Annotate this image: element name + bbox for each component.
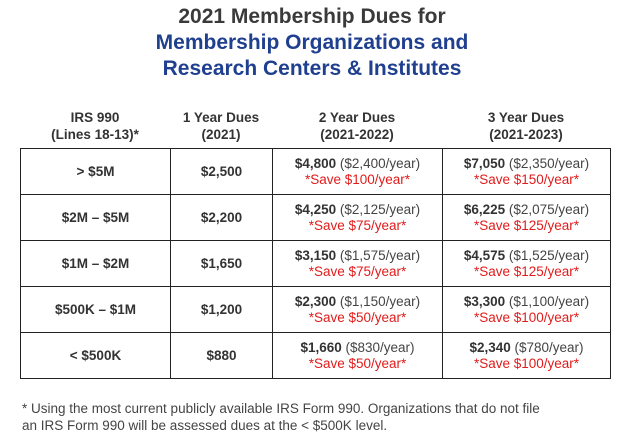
table-row: $2M – $5M $2,200 $4,250 ($2,125/year) *Sa…	[20, 194, 611, 241]
revenue-range: $2M – $5M	[20, 194, 171, 241]
table-row: $500K – $1M $1,200 $2,300 ($1,150/year) *…	[20, 286, 611, 333]
three-year-total: $2,340	[469, 339, 511, 355]
header-irs-line2: (Lines 18-13)*	[51, 127, 139, 142]
three-year-dues: $3,300 ($1,100/year) *Save $100/year*	[442, 286, 611, 333]
three-year-savings: *Save $100/year*	[473, 355, 580, 371]
two-year-dues: $3,150 ($1,575/year) *Save $75/year*	[272, 240, 443, 287]
one-year-dues: $2,500	[170, 148, 273, 195]
page-title: 2021 Membership Dues for Membership Orga…	[0, 4, 624, 82]
header-2-year: 2 Year Dues (2021-2022)	[272, 109, 442, 149]
two-year-dues: $4,800 ($2,400/year) *Save $100/year*	[272, 148, 443, 195]
dues-table: > $5M $2,500 $4,800 ($2,400/year) *Save $…	[20, 148, 611, 379]
three-year-per-year: ($2,075/year)	[508, 201, 590, 217]
three-year-per-year: ($1,525/year)	[508, 247, 590, 263]
title-line-3: Research Centers & Institutes	[162, 57, 462, 80]
revenue-range: < $500K	[20, 332, 171, 379]
three-year-dues: $2,340 ($780/year) *Save $100/year*	[442, 332, 611, 379]
header-irs-line1: IRS 990	[70, 110, 120, 125]
title-line-1: 2021 Membership Dues for	[178, 5, 446, 28]
two-year-total: $4,250	[294, 201, 337, 217]
two-year-total: $4,800	[294, 155, 337, 171]
three-year-total: $7,050	[463, 155, 506, 171]
header-2-year-line1: 2 Year Dues	[318, 110, 396, 125]
revenue-range: $1M – $2M	[20, 240, 171, 287]
two-year-savings: *Save $50/year*	[308, 355, 407, 371]
three-year-total: $3,300	[463, 293, 506, 309]
table-header: IRS 990 (Lines 18-13)* 1 Year Dues (2021…	[20, 109, 610, 149]
two-year-savings: *Save $75/year*	[308, 217, 407, 233]
three-year-per-year: ($2,350/year)	[508, 155, 590, 171]
three-year-total: $4,575	[463, 247, 506, 263]
two-year-dues: $1,660 ($830/year) *Save $50/year*	[272, 332, 443, 379]
three-year-per-year: ($1,100/year)	[508, 293, 590, 309]
footnote-line-1: * Using the most current publicly availa…	[22, 401, 540, 416]
two-year-savings: *Save $50/year*	[308, 309, 407, 325]
two-year-total: $1,660	[300, 339, 342, 355]
two-year-per-year: ($2,400/year)	[339, 155, 421, 171]
three-year-dues: $4,575 ($1,525/year) *Save $125/year*	[442, 240, 611, 287]
header-3-year: 3 Year Dues (2021-2023)	[442, 109, 610, 149]
table-row: > $5M $2,500 $4,800 ($2,400/year) *Save $…	[20, 148, 611, 195]
header-1-year-line2: (2021)	[201, 127, 241, 142]
three-year-savings: *Save $150/year*	[473, 171, 580, 187]
two-year-total: $2,300	[294, 293, 337, 309]
one-year-dues: $1,650	[170, 240, 273, 287]
table-row: $1M – $2M $1,650 $3,150 ($1,575/year) *Sa…	[20, 240, 611, 287]
three-year-dues: $7,050 ($2,350/year) *Save $150/year*	[442, 148, 611, 195]
table-row: < $500K $880 $1,660 ($830/year) *Save $50…	[20, 332, 611, 379]
revenue-range: > $5M	[20, 148, 171, 195]
header-1-year-line1: 1 Year Dues	[182, 110, 260, 125]
two-year-savings: *Save $100/year*	[304, 171, 411, 187]
one-year-dues: $2,200	[170, 194, 273, 241]
three-year-dues: $6,225 ($2,075/year) *Save $125/year*	[442, 194, 611, 241]
title-line-2: Membership Organizations and	[155, 31, 469, 54]
three-year-savings: *Save $125/year*	[473, 263, 580, 279]
one-year-dues: $880	[170, 332, 273, 379]
header-2-year-line2: (2021-2022)	[320, 127, 394, 142]
two-year-per-year: ($2,125/year)	[339, 201, 421, 217]
header-3-year-line2: (2021-2023)	[489, 127, 563, 142]
three-year-savings: *Save $125/year*	[473, 217, 580, 233]
two-year-savings: *Save $75/year*	[308, 263, 407, 279]
two-year-per-year: ($1,575/year)	[339, 247, 421, 263]
three-year-per-year: ($780/year)	[514, 339, 584, 355]
two-year-per-year: ($830/year)	[345, 339, 415, 355]
footnote: * Using the most current publicly availa…	[22, 400, 617, 434]
two-year-dues: $4,250 ($2,125/year) *Save $75/year*	[272, 194, 443, 241]
two-year-dues: $2,300 ($1,150/year) *Save $50/year*	[272, 286, 443, 333]
two-year-total: $3,150	[294, 247, 337, 263]
one-year-dues: $1,200	[170, 286, 273, 333]
three-year-savings: *Save $100/year*	[473, 309, 580, 325]
header-1-year: 1 Year Dues (2021)	[170, 109, 272, 149]
three-year-total: $6,225	[463, 201, 506, 217]
two-year-per-year: ($1,150/year)	[339, 293, 421, 309]
header-irs-990: IRS 990 (Lines 18-13)*	[20, 109, 170, 149]
footnote-line-2: an IRS Form 990 will be assessed dues at…	[22, 418, 388, 433]
revenue-range: $500K – $1M	[20, 286, 171, 333]
header-3-year-line1: 3 Year Dues	[487, 110, 565, 125]
